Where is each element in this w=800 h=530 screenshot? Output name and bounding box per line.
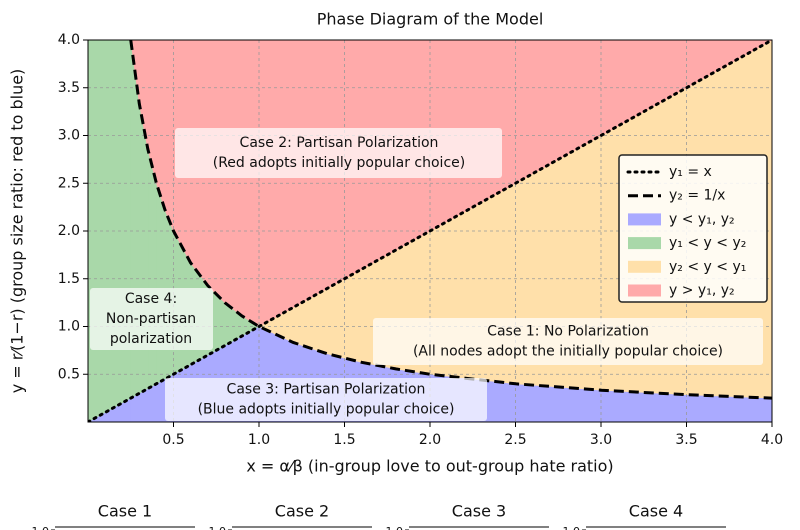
annotation-text: Case 3: Partisan Polarization	[227, 382, 426, 398]
subplot-title: Case 3	[452, 502, 506, 521]
chart-title: Phase Diagram of the Model	[317, 10, 544, 29]
region	[156, 40, 166, 210]
region	[147, 40, 157, 184]
y-tick-label: 3.5	[58, 80, 80, 96]
curve	[88, 40, 772, 422]
lines	[88, 40, 772, 422]
annotation-text: Case 1: No Polarization	[487, 324, 649, 340]
x-tick-label: 1.5	[333, 432, 355, 448]
x-tick-label: 3.5	[675, 432, 697, 448]
region	[156, 378, 166, 422]
legend-label: y₁ = x	[669, 164, 712, 180]
annotation-text: Case 4:	[125, 291, 177, 307]
y-tick-label: 1.0	[58, 319, 80, 335]
region	[139, 388, 149, 422]
y-axis-label: y = r⁄(1−r) (group size ratio: red to bl…	[8, 69, 27, 394]
subplot-y-tick-label: 1.0	[209, 525, 227, 530]
subplot-y-tick-label: 1.0	[32, 525, 50, 530]
x-tick-label: 2.5	[504, 432, 526, 448]
legend-label: y₂ = 1/x	[669, 188, 725, 204]
y-tick-label: 1.5	[58, 271, 80, 287]
legend-swatch	[628, 213, 661, 226]
x-axis-label: x = α⁄β (in-group love to out-group hate…	[246, 457, 613, 476]
annotation-box	[165, 378, 487, 421]
annotation-text: (Blue adopts initially popular choice)	[198, 402, 455, 418]
y-tick-label: 3.0	[58, 128, 80, 144]
annotation-text: (All nodes adopt the initially popular c…	[413, 344, 723, 360]
front: 0.5 1.0 1.5 2.0 2.5 3.0 3.5 4.0 0.5 1.0 1.5 2.0 2.5 3…	[58, 32, 783, 448]
annotation-text: Non-partisan	[106, 311, 196, 327]
annotation-box	[90, 288, 213, 350]
subplot-y-tick-label: 1.0	[563, 525, 581, 530]
region	[147, 383, 157, 422]
y-tick-label: 0.5	[58, 366, 80, 382]
subplot-y-tick-label: 1.0	[386, 525, 404, 530]
legend-label: y < y₁, y₂	[669, 211, 735, 227]
legend-swatch	[628, 260, 661, 273]
region	[600, 389, 687, 422]
y-tick-label: 2.0	[58, 223, 80, 239]
plot-frame	[87, 39, 773, 423]
annotation-text: Case 2: Partisan Polarization	[240, 135, 439, 151]
x-tick-label: 4.0	[761, 432, 783, 448]
subplot-title: Case 2	[275, 502, 329, 521]
region	[147, 149, 157, 390]
legend-swatch	[628, 237, 661, 250]
annotation-text: polarization	[110, 331, 192, 347]
legend-label: y₂ < y < y₁	[669, 259, 746, 275]
y-tick-label: 4.0	[58, 32, 80, 48]
subplot-title: Case 1	[98, 502, 152, 521]
x-tick-label: 2.0	[419, 432, 441, 448]
y-tick-label: 2.5	[58, 175, 80, 191]
legend-label: y > y₁, y₂	[669, 283, 735, 299]
x-tick-label: 1.0	[248, 432, 270, 448]
annotation-box	[373, 318, 763, 365]
region	[156, 183, 166, 385]
annotation-box	[175, 128, 502, 178]
subplot-title: Case 4	[629, 502, 683, 521]
annotation-text: (Red adopts initially popular choice)	[213, 155, 465, 171]
region	[686, 394, 772, 422]
curve	[129, 40, 772, 400]
legend-label: y₁ < y < y₂	[669, 235, 746, 251]
x-tick-label: 3.0	[590, 432, 612, 448]
x-tick-label: 0.5	[162, 432, 184, 448]
legend-swatch	[628, 284, 661, 297]
